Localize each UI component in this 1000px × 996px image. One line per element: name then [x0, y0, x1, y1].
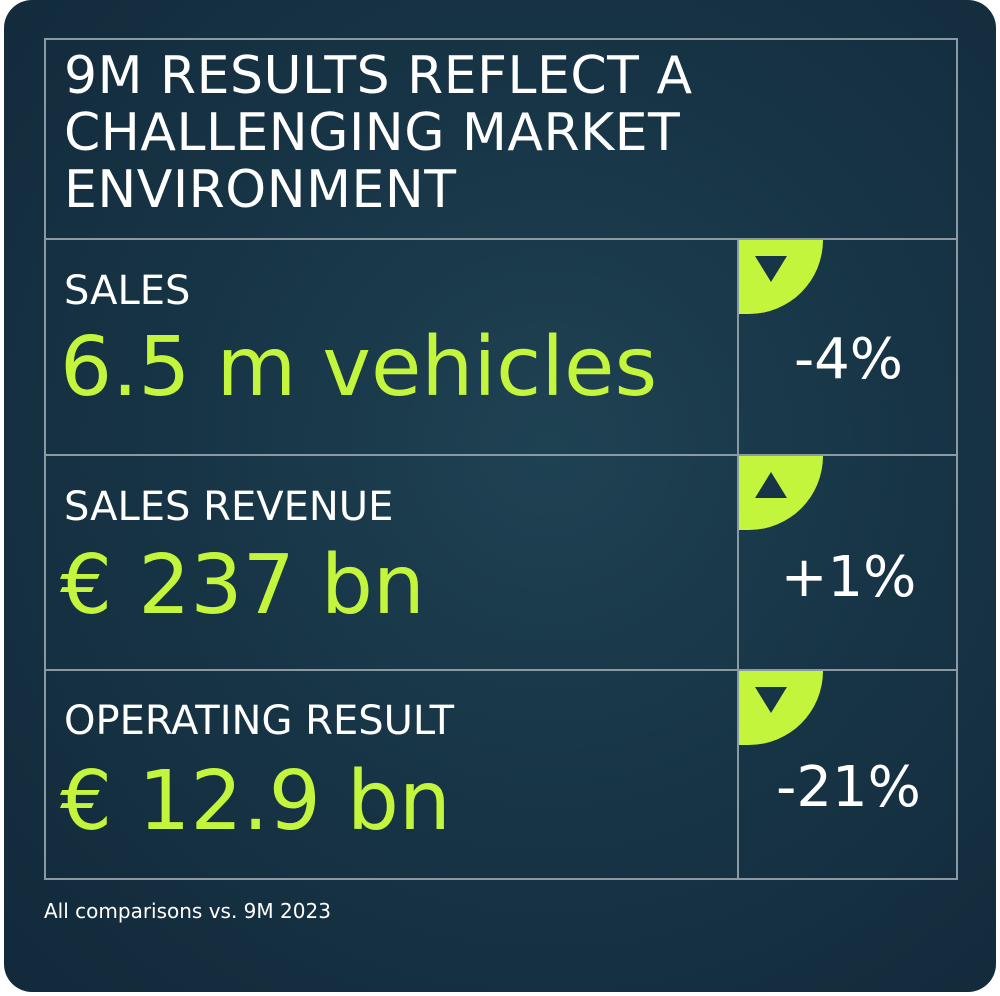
divider-sales: [44, 454, 958, 456]
revenue-value: € 237 bn: [60, 538, 425, 633]
sales-label: SALES: [64, 268, 191, 314]
headline: 9M RESULTS REFLECT A CHALLENGING MARKET …: [64, 48, 924, 219]
operating-result-value: € 12.9 bn: [60, 754, 451, 849]
footnote: All comparisons vs. 9M 2023: [44, 899, 331, 923]
triangle-up-icon: [755, 472, 787, 498]
results-card: 9M RESULTS REFLECT A CHALLENGING MARKET …: [4, 0, 996, 992]
operating-result-change: -21%: [776, 755, 921, 820]
headline-line-3: ENVIRONMENT: [64, 160, 457, 220]
triangle-down-icon: [755, 687, 787, 713]
triangle-down-icon: [755, 256, 787, 282]
divider-revenue: [44, 669, 958, 671]
headline-line-1: 9M RESULTS REFLECT A: [64, 46, 693, 106]
sales-value: 6.5 m vehicles: [60, 320, 658, 415]
divider-header: [44, 238, 958, 240]
divider-vertical: [737, 240, 739, 880]
headline-line-2: CHALLENGING MARKET: [64, 103, 681, 163]
table-frame: [44, 38, 958, 880]
revenue-label: SALES REVENUE: [64, 484, 394, 530]
sales-change: -4%: [793, 327, 904, 392]
operating-result-label: OPERATING RESULT: [64, 698, 455, 744]
revenue-change: +1%: [780, 545, 917, 610]
